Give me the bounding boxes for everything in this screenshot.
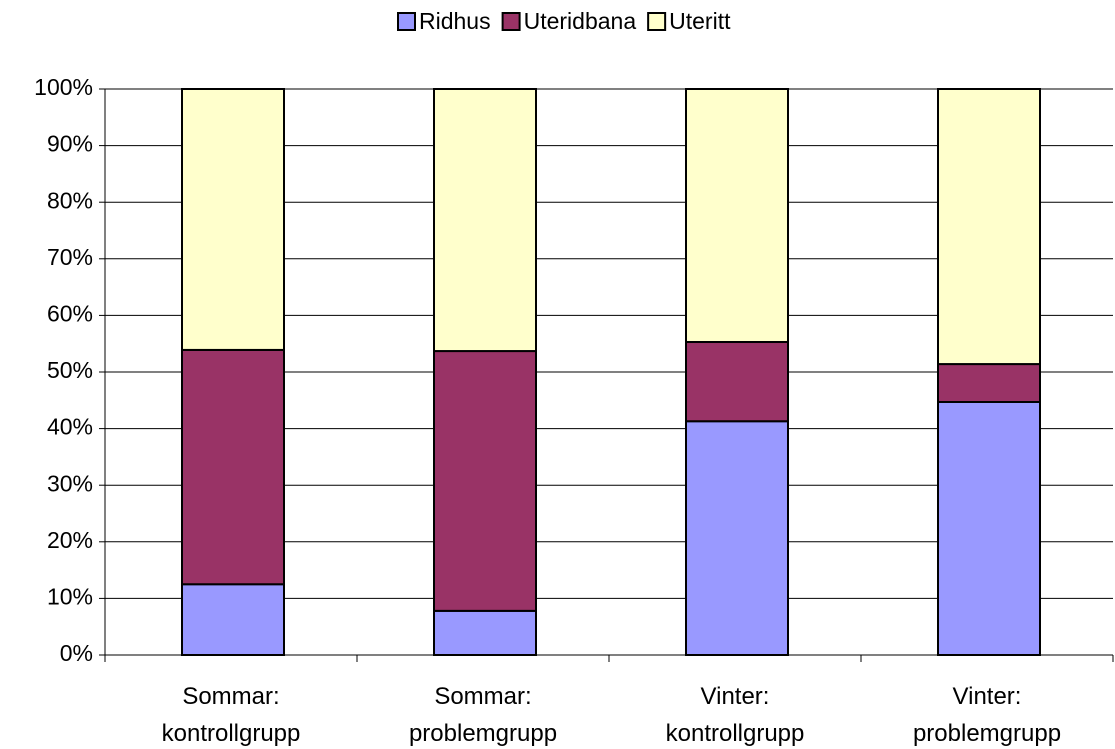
- bar-segment: [685, 420, 789, 656]
- bar-segment: [181, 348, 285, 586]
- x-tick-label: Sommar: kontrollgrupp: [161, 683, 301, 747]
- legend-label: Ridhus: [419, 8, 491, 34]
- bar-segment: [937, 363, 1041, 403]
- y-tick-label: 40%: [47, 414, 93, 440]
- legend-label: Uteridbana: [524, 8, 637, 34]
- legend-swatch: [397, 12, 416, 31]
- y-tick-label: 50%: [47, 357, 93, 383]
- bar-segment: [937, 88, 1041, 366]
- bar-segment: [685, 341, 789, 423]
- bar-segment: [433, 350, 537, 612]
- y-tick-label: 100%: [34, 74, 93, 100]
- y-tick-label: 90%: [47, 131, 93, 157]
- bar-segment: [433, 609, 537, 656]
- y-tick-label: 60%: [47, 300, 93, 326]
- y-tick-label: 10%: [47, 583, 93, 609]
- x-tick-label: Vinter: problemgrupp: [912, 683, 1062, 747]
- x-tick-label: Vinter: kontrollgrupp: [665, 683, 805, 747]
- legend-swatch: [647, 12, 667, 31]
- bar-segment: [937, 400, 1041, 656]
- legend-label: Uteritt: [669, 8, 731, 34]
- y-tick-label: 0%: [60, 640, 93, 666]
- legend-swatch: [501, 12, 521, 31]
- x-tick-label: Sommar: problemgrupp: [408, 683, 558, 747]
- y-tick-label: 30%: [47, 470, 93, 496]
- bar-segment: [685, 88, 789, 344]
- y-tick-label: 20%: [47, 527, 93, 553]
- bar-segment: [433, 88, 537, 353]
- bar-segment: [181, 583, 285, 656]
- bar-segment: [181, 88, 285, 351]
- y-tick-label: 80%: [47, 187, 93, 213]
- y-tick-label: 70%: [47, 244, 93, 270]
